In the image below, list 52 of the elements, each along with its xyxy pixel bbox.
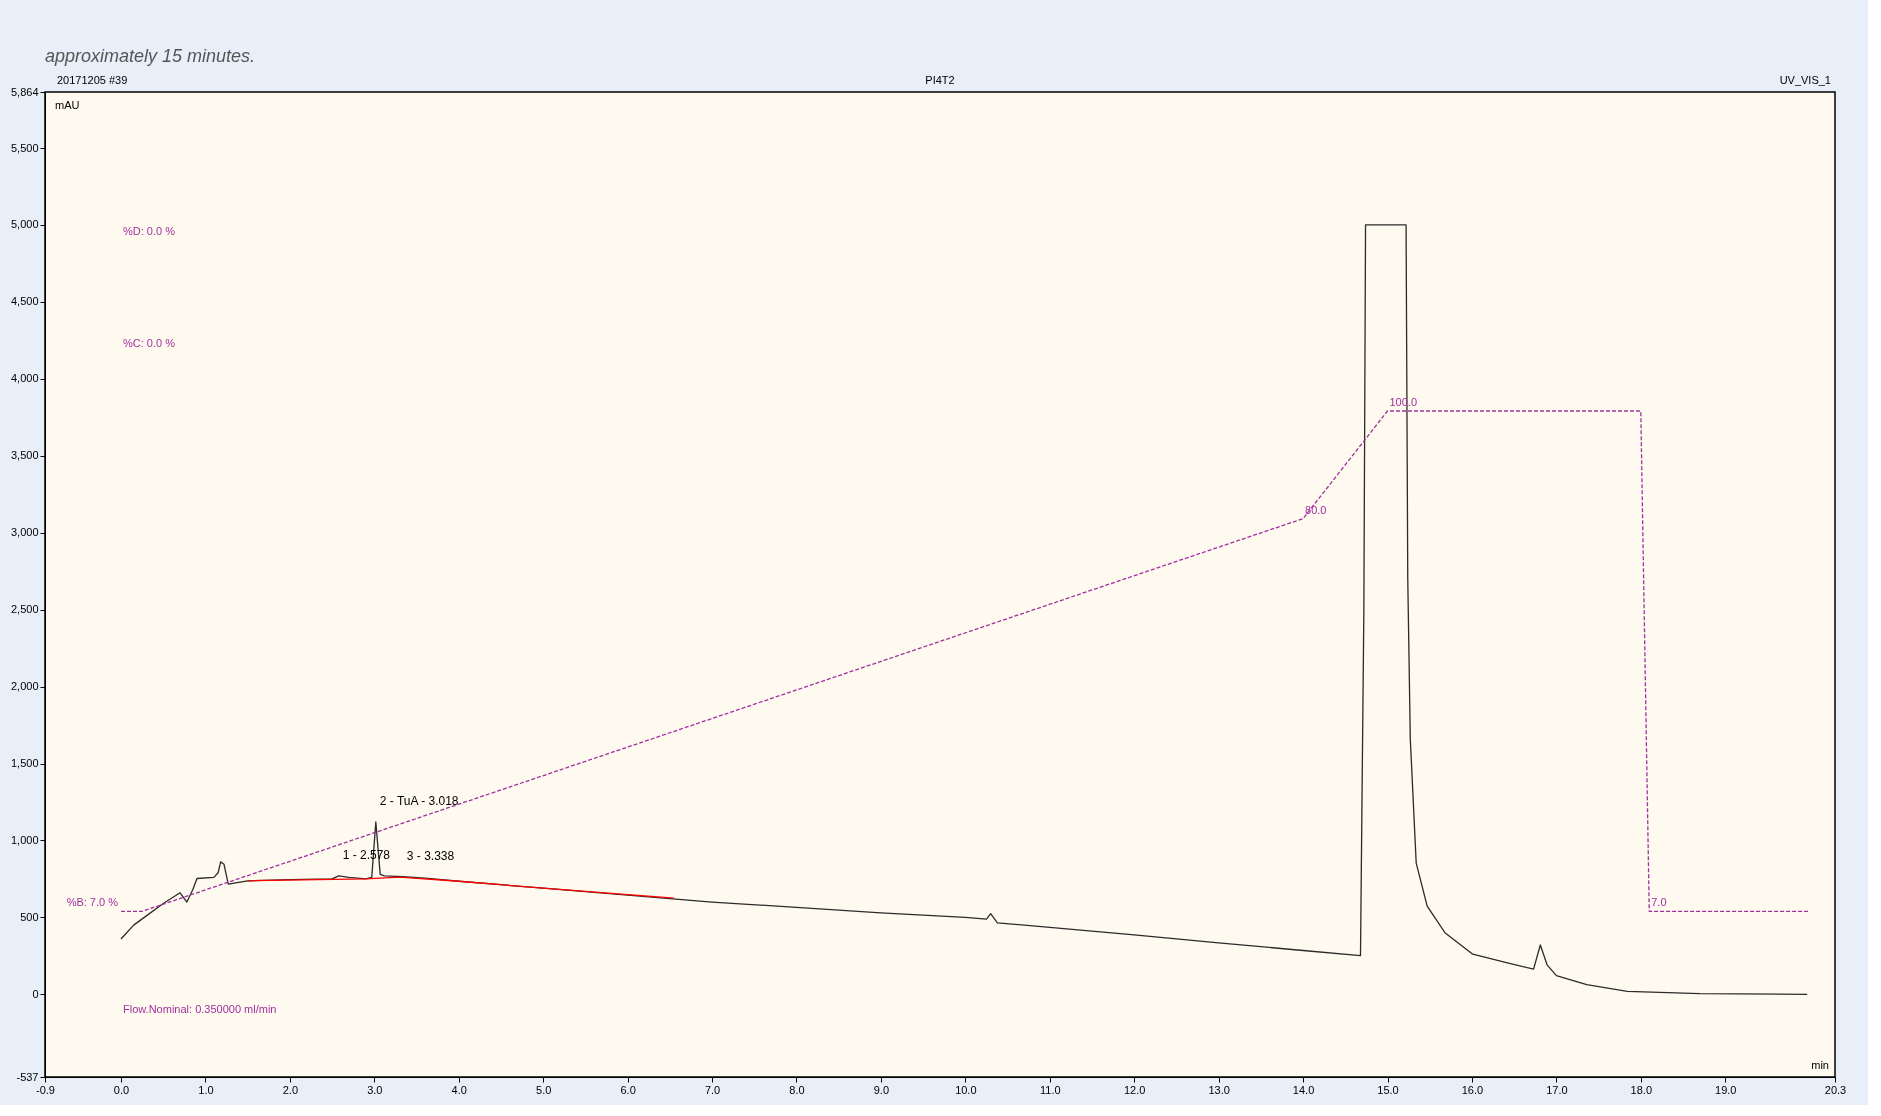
x-tick-label: 4.0 [451,1083,467,1096]
y-tick-label: 500 [20,910,39,923]
x-tick-label: 14.0 [1292,1083,1315,1096]
x-tick-label: 0.0 [113,1083,130,1096]
y-tick-label: -537 [16,1070,39,1083]
x-tick-label: 3.0 [367,1083,383,1096]
annotation: Flow.Nominal: 0.350000 ml/min [123,1002,277,1015]
y-tick-label: 4,500 [10,295,39,308]
x-axis-title: min [1811,1059,1829,1071]
x-tick-label: 20.3 [1824,1083,1847,1096]
x-tick-label: 16.0 [1461,1083,1484,1096]
x-tick-label: 19.0 [1715,1083,1737,1096]
x-tick-label: 13.0 [1208,1083,1230,1096]
x-tick-label: 5.0 [536,1083,552,1096]
annotation: %C: 0.0 % [123,337,176,350]
data-label: 7.0 [1651,896,1667,909]
text: approximately 15 minutes. [45,46,256,66]
y-tick-label: 5,864 [10,85,39,98]
x-tick-label: 18.0 [1630,1083,1653,1096]
y-tick-label: 5,500 [10,141,39,154]
x-tick-label: 2.0 [282,1083,299,1096]
y-tick-label: 5,000 [10,218,39,231]
annotation: 2 - TuA - 3.018 [379,794,459,809]
line-series [246,876,675,899]
x-tick-label: 15.0 [1377,1083,1399,1096]
text: 20171205 #39 [57,74,128,86]
x-tick-label: 11.0 [1039,1083,1061,1096]
y-tick-label: 2,500 [10,603,39,616]
y-axis-title: mAU [55,99,80,111]
y-tick-label: 3,500 [10,449,39,462]
x-tick-label: 10.0 [955,1083,977,1096]
chart-title: PI4T2 [925,74,955,86]
y-tick-label: 4,000 [10,372,39,385]
y-tick-label: 1,000 [10,833,39,846]
text: UV_VIS_1 [1779,74,1831,86]
x-tick-label: 9.0 [873,1083,890,1096]
line-series [120,224,1808,996]
annotation: %D: 0.0 % [123,225,176,238]
x-tick-label: 12.0 [1123,1083,1146,1096]
y-tick-label: 2,000 [10,680,39,693]
x-tick-label: -0.9 [36,1083,55,1096]
x-tick-label: 17.0 [1546,1083,1568,1096]
x-tick-label: 1.0 [198,1083,214,1096]
data-label: 80.0 [1305,503,1327,516]
y-tick-label: 3,000 [10,526,39,539]
annotation: 3 - 3.338 [406,848,455,863]
x-tick-label: 7.0 [704,1083,721,1096]
x-tick-label: 8.0 [789,1083,805,1096]
y-tick-label: 0 [32,987,39,1000]
data-label: %B: 7.0 % [66,896,119,909]
x-tick-label: 6.0 [620,1083,636,1096]
y-tick-label: 1,500 [10,757,39,770]
